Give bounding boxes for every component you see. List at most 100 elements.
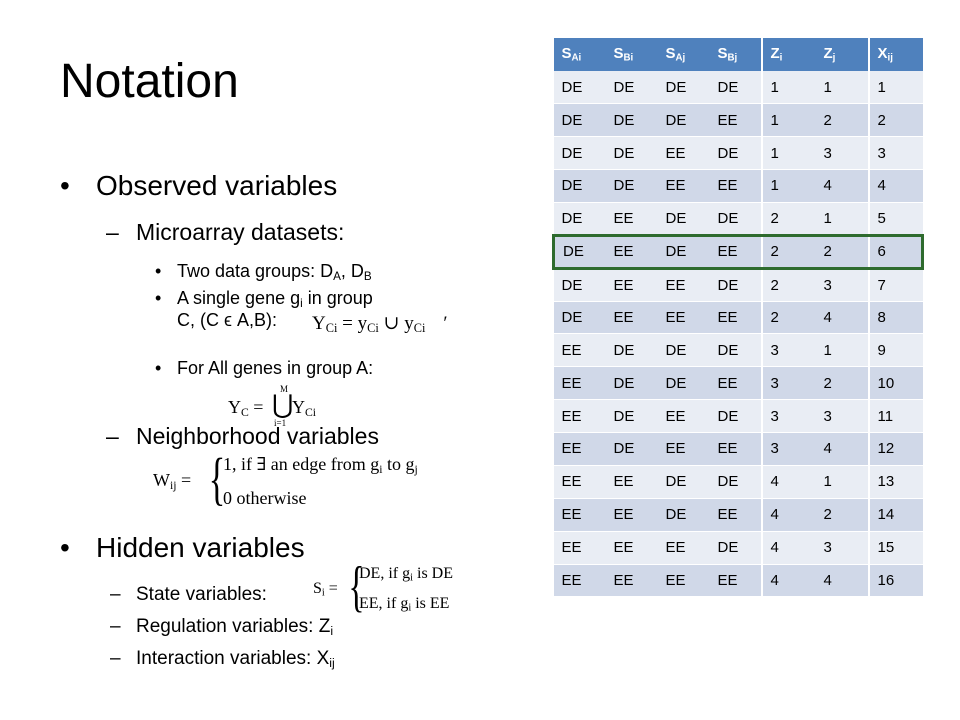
table-cell: 3 <box>760 366 816 401</box>
table-row: EE EE EE DE 4 3 15 <box>553 531 923 565</box>
table-cell: 2 <box>815 233 869 270</box>
table-cell: EE <box>605 202 658 236</box>
table-cell: EE <box>553 333 606 368</box>
table-cell: DE <box>709 136 762 170</box>
table-cell: DE <box>553 70 606 105</box>
table-cell: DE <box>657 366 710 401</box>
table-cell: 1 <box>815 465 869 499</box>
table-cell: 2 <box>760 301 816 335</box>
table-cell: DE <box>709 333 762 368</box>
table-cell: DE <box>553 301 606 335</box>
table-row: DE EE DE DE 2 1 5 <box>553 202 923 236</box>
table-cell: 1 <box>760 136 816 170</box>
microarray-datasets-label: Microarray datasets: <box>106 219 344 246</box>
table-cell: 2 <box>760 233 816 270</box>
table-row: EE DE DE EE 3 2 10 <box>553 366 923 401</box>
all-genes-item: For All genes in group A: <box>155 358 373 379</box>
table-cell: DE <box>605 399 658 433</box>
table-cell: EE <box>709 301 762 335</box>
table-cell: DE <box>657 233 710 270</box>
table-row: EE DE EE DE 3 3 11 <box>553 399 923 433</box>
table-row: DE EE EE EE 2 4 8 <box>553 301 923 335</box>
table-row: DE DE EE DE 1 3 3 <box>553 136 923 170</box>
table-cell: 3 <box>760 399 816 433</box>
table-cell: 4 <box>760 498 816 532</box>
table-cell: EE <box>553 366 606 401</box>
table-cell: 10 <box>867 366 923 401</box>
table-cell: EE <box>605 465 658 499</box>
table-cell: DE <box>605 366 658 401</box>
table-row: DE EE EE DE 2 3 7 <box>553 268 923 302</box>
table-cell: EE <box>657 136 710 170</box>
table-cell: DE <box>552 233 606 270</box>
table-cell: DE <box>605 70 658 105</box>
table-cell: DE <box>709 465 762 499</box>
table-cell: 3 <box>815 399 869 433</box>
table-cell: 13 <box>867 465 923 499</box>
table-cell: EE <box>605 498 658 532</box>
table-row: EE DE DE DE 3 1 9 <box>553 333 923 368</box>
table-header-row: SAi SBi SAj SBj Zi Zj Xij <box>553 38 923 71</box>
table-cell: 1 <box>815 333 869 368</box>
table-cell: 4 <box>867 169 923 203</box>
column-header: SAj <box>657 38 710 71</box>
table-cell: DE <box>553 169 606 203</box>
table-cell: DE <box>605 103 658 138</box>
hidden-variables-heading: Hidden variables <box>60 532 305 564</box>
table-cell: EE <box>605 233 658 270</box>
table-cell: DE <box>709 268 762 302</box>
table-cell: DE <box>657 333 710 368</box>
interaction-variables-label: Interaction variables: Xij <box>110 648 335 670</box>
table-cell: EE <box>657 169 710 203</box>
table-cell: DE <box>709 202 762 236</box>
s-equation: Si = { DE, if gi is DE EE, if gi is EE <box>313 556 453 618</box>
table-cell: 1 <box>760 103 816 138</box>
table-cell: 1 <box>815 202 869 236</box>
table-cell: EE <box>553 564 606 598</box>
table-cell: DE <box>605 333 658 368</box>
neighborhood-variables-label: Neighborhood variables <box>106 423 379 450</box>
column-header: SBi <box>605 38 658 71</box>
table-cell: DE <box>657 465 710 499</box>
yci-equation: YCi = yCi ∪ yCi ′ <box>312 313 448 336</box>
table-cell: EE <box>709 169 762 203</box>
table-cell: EE <box>657 399 710 433</box>
table-cell: 5 <box>867 202 923 236</box>
table-cell: EE <box>657 268 710 302</box>
table-cell: 15 <box>867 531 923 565</box>
table-cell: EE <box>553 531 606 565</box>
table-cell: 2 <box>760 268 816 302</box>
table-row: EE DE EE EE 3 4 12 <box>553 432 923 466</box>
column-header: SBj <box>709 38 762 71</box>
table-cell: EE <box>709 432 762 466</box>
table-cell: 4 <box>815 432 869 466</box>
table-row: EE EE EE EE 4 4 16 <box>553 564 923 598</box>
table-cell: DE <box>657 103 710 138</box>
table-cell: 8 <box>867 301 923 335</box>
slide-title: Notation <box>60 55 239 108</box>
table-cell: EE <box>605 268 658 302</box>
table-cell: 3 <box>815 531 869 565</box>
table-cell: EE <box>605 301 658 335</box>
table-cell: EE <box>709 366 762 401</box>
table-cell: 2 <box>815 366 869 401</box>
table-cell: 3 <box>760 432 816 466</box>
table-cell: EE <box>553 465 606 499</box>
table-cell: EE <box>657 301 710 335</box>
table-cell: 7 <box>867 268 923 302</box>
table-cell: 12 <box>867 432 923 466</box>
table-cell: 4 <box>760 531 816 565</box>
state-variables-label: State variables: <box>110 584 267 606</box>
table-cell: DE <box>605 169 658 203</box>
regulation-variables-label: Regulation variables: Zi <box>110 616 333 638</box>
table-cell: 2 <box>815 498 869 532</box>
table-cell: EE <box>605 531 658 565</box>
table-cell: EE <box>709 498 762 532</box>
table-cell: 2 <box>815 103 869 138</box>
table-cell: EE <box>657 531 710 565</box>
two-data-groups-item: Two data groups: DA, DB <box>155 261 372 284</box>
table-cell: DE <box>553 136 606 170</box>
table-cell: 1 <box>815 70 869 105</box>
table-cell: DE <box>657 70 710 105</box>
table-cell: EE <box>709 233 762 270</box>
